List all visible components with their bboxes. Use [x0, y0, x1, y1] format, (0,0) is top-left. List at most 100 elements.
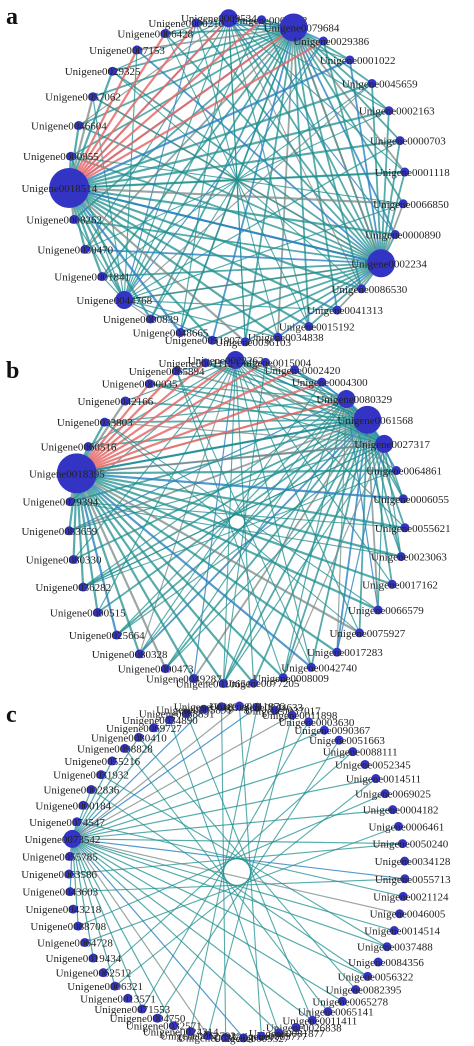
gene-node — [395, 136, 405, 146]
gene-node — [307, 1015, 317, 1025]
edge — [68, 49, 138, 189]
gene-label: Unigene0006461 — [369, 821, 445, 833]
gene-node — [287, 710, 297, 720]
gene-label: Unigene0064728 — [37, 937, 113, 949]
gene-label: Unigene0041313 — [307, 305, 383, 317]
gene-label: Unigene0088111 — [323, 747, 398, 759]
gene-node — [390, 230, 400, 240]
panel-letter: c — [6, 702, 17, 728]
gene-node — [185, 1027, 195, 1037]
edge — [238, 705, 262, 1037]
edge — [141, 721, 310, 1010]
edge — [75, 472, 284, 679]
gene-label: Unigene0052345 — [335, 759, 411, 771]
edge — [70, 26, 295, 158]
gene-label: Unigene0001022 — [320, 55, 396, 67]
gene-label: Unigene0073542 — [25, 834, 101, 846]
edge — [71, 838, 79, 927]
gene-node — [356, 284, 366, 294]
edge — [104, 398, 347, 423]
gene-node — [260, 357, 270, 367]
gene-label: Unigene0000890 — [365, 230, 441, 242]
gene-label: Unigene0034128 — [375, 856, 451, 868]
edge — [76, 472, 379, 611]
gene-node — [137, 1004, 147, 1014]
gene-node — [304, 321, 314, 331]
gene-label: Unigene0004750 — [110, 1013, 186, 1025]
edge — [75, 472, 167, 670]
gene-label: Unigene0029394 — [23, 497, 99, 509]
gene-label: Unigene0055216 — [64, 756, 140, 768]
gene-label: Unigene0044768 — [76, 295, 152, 307]
gene-node — [123, 993, 133, 1003]
gene-node — [134, 732, 144, 742]
gene-label: Unigene0080330 — [26, 555, 102, 567]
gene-node — [323, 1007, 333, 1017]
edge — [68, 22, 198, 189]
gene-label: Unigene0008262 — [26, 214, 102, 226]
gene-label: Unigene0042166 — [78, 396, 154, 408]
edge — [71, 838, 175, 1027]
gene-node — [115, 291, 134, 310]
edge — [123, 40, 324, 301]
gene-label: Unigene0000703 — [370, 136, 446, 148]
gene-node — [69, 214, 79, 224]
gene-label: Unigene0017283 — [307, 647, 383, 659]
nodes-c: Unigene0044633Unigene0037017Unigene00118… — [21, 701, 451, 1045]
gene-node — [334, 735, 344, 745]
gene-label: Unigene0065141 — [298, 1007, 374, 1019]
gene-node — [203, 1030, 213, 1040]
gene-node — [78, 582, 88, 592]
gene-label: Unigene0045659 — [342, 78, 418, 90]
gene-node — [83, 442, 93, 452]
gene-label: Unigene0069727 — [106, 723, 182, 735]
gene-node — [398, 199, 408, 209]
gene-node — [373, 957, 383, 967]
gene-node — [64, 869, 74, 879]
gene-node — [398, 494, 408, 504]
edge — [294, 369, 368, 421]
gene-node — [337, 390, 356, 409]
edge — [104, 421, 360, 634]
edge — [75, 472, 255, 684]
gene-node — [74, 120, 84, 130]
edge — [68, 187, 279, 339]
gene-label: Unigene0082395 — [326, 984, 402, 996]
edge — [322, 40, 382, 264]
gene-label: Unigene0002836 — [43, 784, 119, 796]
gene-label: Unigene0036103 — [215, 337, 291, 349]
gene-node — [66, 151, 76, 161]
edge — [76, 368, 296, 475]
gene-label: Unigene0004182 — [363, 805, 439, 817]
edge — [308, 262, 382, 328]
edge — [73, 219, 125, 301]
edge — [123, 140, 401, 301]
gene-label: Unigene0027317 — [354, 439, 430, 451]
edge — [336, 419, 369, 653]
edge — [292, 26, 401, 142]
edge — [75, 370, 178, 475]
edge — [73, 26, 295, 221]
panel-c: Unigene0044633Unigene0037017Unigene00118… — [6, 701, 451, 1045]
edge — [124, 748, 329, 1012]
gene-label: Unigene0014514 — [364, 926, 440, 938]
edge — [71, 737, 140, 840]
gene-label: Unigene0055785 — [22, 851, 98, 863]
nodes-b: Unigene0022262Unigene0015004Unigene00024… — [21, 351, 451, 690]
gene-node — [73, 921, 83, 931]
gene-label: Unigene0037017 — [245, 705, 321, 717]
gene-node — [110, 981, 120, 991]
gene-node — [257, 15, 267, 25]
edge — [310, 419, 369, 668]
gene-label: Unigene0062792 — [160, 1030, 236, 1042]
gene-node — [226, 351, 245, 370]
gene-node — [319, 725, 329, 735]
gene-label: Unigene0032571 — [126, 1021, 202, 1033]
gene-label: Unigene0086530 — [331, 284, 407, 296]
gene-node — [367, 78, 377, 88]
edge — [227, 17, 382, 264]
gene-node — [98, 968, 108, 978]
edge — [72, 838, 400, 915]
gene-node — [93, 607, 103, 617]
edge — [68, 82, 373, 190]
